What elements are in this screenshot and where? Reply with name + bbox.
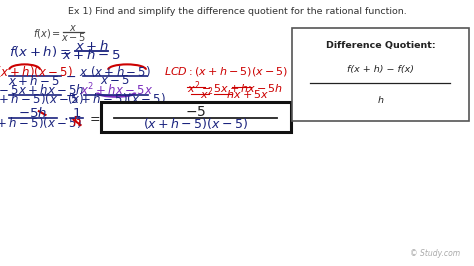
Text: $f(x)=$: $f(x)=$ xyxy=(33,27,61,40)
Text: $x\ (x+h-5)$: $x\ (x+h-5)$ xyxy=(79,64,151,79)
Text: $-$: $-$ xyxy=(64,70,76,83)
Text: $-5h$: $-5h$ xyxy=(18,106,47,120)
Text: $x$: $x$ xyxy=(69,23,78,33)
Text: $(x+h-5)(x-5)$: $(x+h-5)(x-5)$ xyxy=(0,92,83,106)
Text: h: h xyxy=(377,96,383,105)
Text: $(x+h)(x-5)$: $(x+h)(x-5)$ xyxy=(0,64,73,79)
Text: $1$: $1$ xyxy=(72,107,82,119)
Text: $x-5$: $x-5$ xyxy=(61,31,86,43)
Text: $-5$: $-5$ xyxy=(185,105,206,119)
FancyBboxPatch shape xyxy=(101,102,291,132)
Text: Difference Quotient:: Difference Quotient: xyxy=(326,41,435,50)
Text: $x^2+hx-5x$: $x^2+hx-5x$ xyxy=(80,82,153,99)
FancyBboxPatch shape xyxy=(292,28,469,121)
Text: $(x+h-5)(x-5)$: $(x+h-5)(x-5)$ xyxy=(67,92,165,106)
Text: f(x + h) − f(x): f(x + h) − f(x) xyxy=(347,65,414,74)
Text: © Study.com: © Study.com xyxy=(410,249,460,258)
Text: $x+h-5$: $x+h-5$ xyxy=(62,48,121,62)
Text: $x^2-5x+hx-5h$: $x^2-5x+hx-5h$ xyxy=(187,79,283,95)
Text: $x+h-5$: $x+h-5$ xyxy=(8,74,60,88)
Text: $x^2-5x+hx-5h$: $x^2-5x+hx-5h$ xyxy=(0,82,85,99)
Text: Ex 1) Find and simplify the difference quotient for the rational function.: Ex 1) Find and simplify the difference q… xyxy=(68,7,406,16)
Text: $=$: $=$ xyxy=(87,111,100,124)
Text: $(x+h-5)(x-5)$: $(x+h-5)(x-5)$ xyxy=(0,115,82,130)
Text: $LCD:(x+h-5)(x-5)$: $LCD:(x+h-5)(x-5)$ xyxy=(164,65,288,78)
Text: $-x^2-hx+5x$: $-x^2-hx+5x$ xyxy=(191,85,269,102)
Text: $\cdot$: $\cdot$ xyxy=(63,110,68,125)
Text: $-$: $-$ xyxy=(64,89,76,101)
Text: $f(x+h)=$: $f(x+h)=$ xyxy=(9,44,71,59)
Text: $x-5$: $x-5$ xyxy=(100,74,130,87)
Text: $x+h$: $x+h$ xyxy=(74,39,109,53)
Text: $h$: $h$ xyxy=(72,115,82,129)
Text: $(x+h-5)(x-5)$: $(x+h-5)(x-5)$ xyxy=(143,116,248,131)
